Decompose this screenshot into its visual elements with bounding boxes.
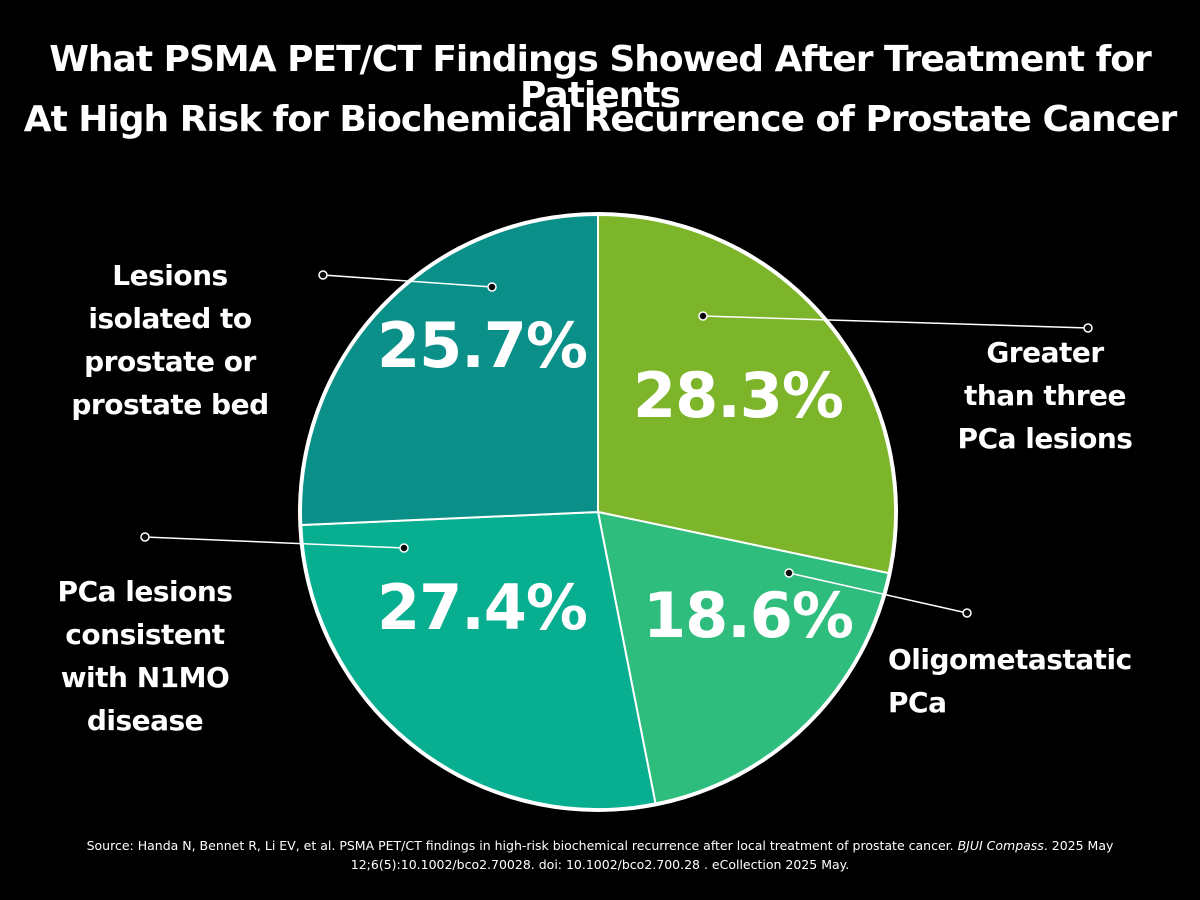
leader-dot bbox=[698, 311, 708, 321]
pie-slice bbox=[597, 213, 896, 575]
slice-label-line: PCa bbox=[888, 686, 947, 719]
source-prefix: Source: Handa N, Bennet R, Li EV, et al.… bbox=[86, 838, 958, 853]
slice-value-label: 28.3% bbox=[633, 359, 843, 432]
chart-title-line-2: At High Risk for Biochemical Recurrence … bbox=[23, 99, 1178, 140]
slice-label-line: Greater bbox=[986, 336, 1104, 369]
slice-label-line: with N1MO bbox=[60, 661, 230, 694]
slice-label-line: disease bbox=[86, 704, 204, 737]
slice-value-label: 27.4% bbox=[377, 571, 587, 644]
slice-label-line: than three bbox=[963, 379, 1127, 412]
slice-label-line: prostate bed bbox=[71, 388, 269, 421]
slice-label-oligometastatic: Oligometastatic PCa bbox=[888, 638, 1188, 724]
leader-line bbox=[144, 536, 405, 549]
leader-dot bbox=[318, 270, 328, 280]
source-journal: BJUI Compass bbox=[957, 838, 1044, 853]
slice-label-n1m0: PCa lesions consistent with N1MO disease bbox=[25, 570, 265, 742]
pie-slice bbox=[300, 510, 657, 810]
pie-slice bbox=[300, 213, 599, 527]
source-citation: Source: Handa N, Bennet R, Li EV, et al.… bbox=[0, 836, 1200, 874]
leader-line bbox=[322, 274, 493, 288]
leader-dot bbox=[1083, 323, 1093, 333]
slice-label-line: PCa lesions bbox=[57, 575, 233, 608]
slice-label-line: Oligometastatic bbox=[888, 643, 1132, 676]
leader-dot bbox=[399, 543, 409, 553]
pie-slice bbox=[596, 510, 890, 805]
slice-value-label: 18.6% bbox=[643, 579, 853, 652]
slice-label-line: PCa lesions bbox=[957, 422, 1133, 455]
leader-line bbox=[788, 572, 968, 614]
chart-title-line-1: What PSMA PET/CT Findings Showed After T… bbox=[49, 39, 1152, 116]
slice-label-lesions-isolated: Lesions isolated to prostate or prostate… bbox=[20, 254, 320, 426]
slice-label-greater-than-three: Greater than three PCa lesions bbox=[900, 331, 1190, 460]
leader-dot bbox=[784, 568, 794, 578]
leader-line bbox=[702, 315, 1089, 329]
slice-value-label: 25.7% bbox=[377, 309, 587, 382]
source-suffix: . 2025 May 12;6(5):10.1002/bco2.70028. d… bbox=[350, 838, 1114, 872]
slice-label-line: consistent bbox=[65, 618, 225, 651]
leader-dot bbox=[962, 608, 972, 618]
leader-dot bbox=[487, 282, 497, 292]
slice-label-line: Lesions bbox=[112, 259, 228, 292]
slice-label-line: isolated to bbox=[88, 302, 252, 335]
leader-dot bbox=[140, 532, 150, 542]
slice-label-line: prostate or bbox=[84, 345, 256, 378]
